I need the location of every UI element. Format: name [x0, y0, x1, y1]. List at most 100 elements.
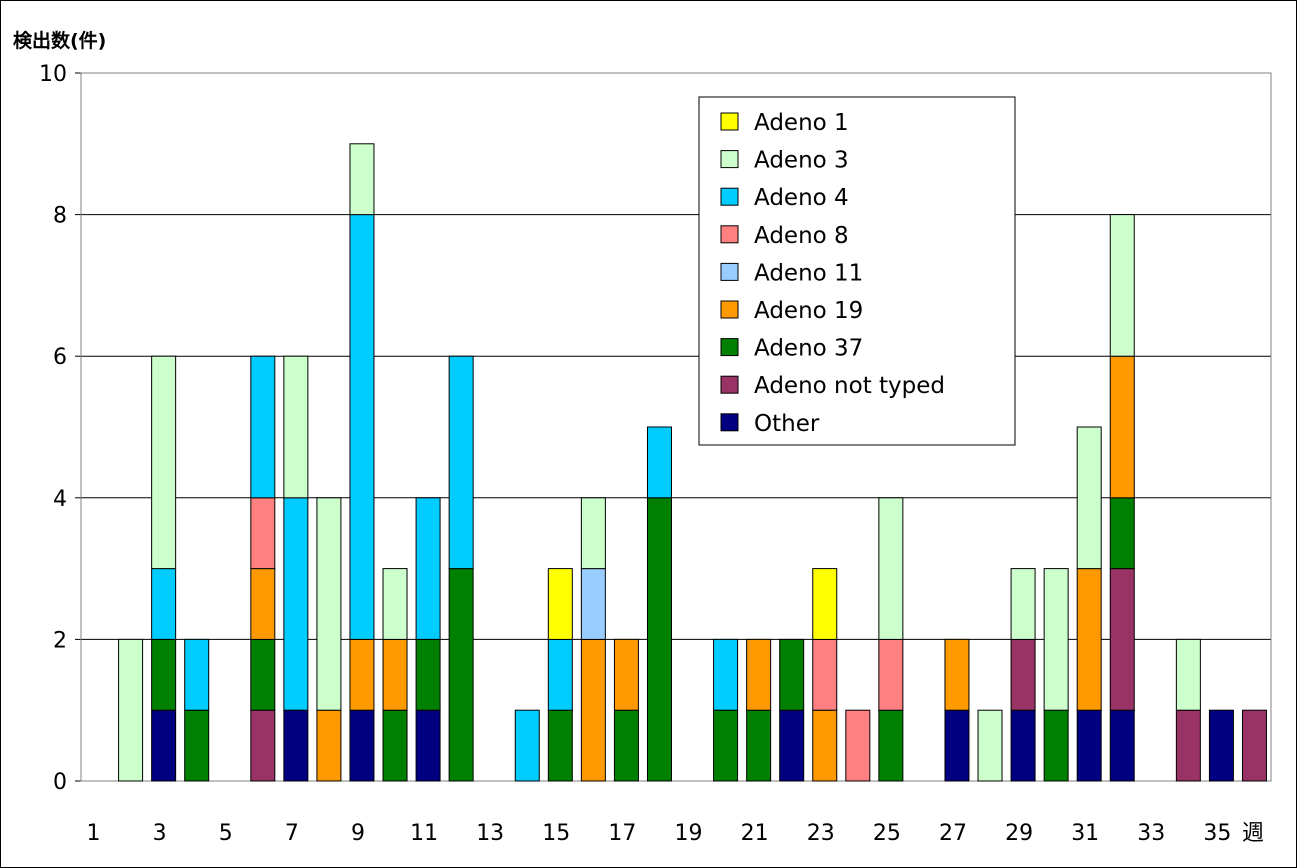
- bars: [118, 143, 1267, 782]
- bar-segment: [646, 426, 672, 499]
- legend-swatch: [720, 187, 739, 206]
- y-tick-label: 4: [53, 487, 67, 512]
- bar-segment: [1109, 355, 1135, 499]
- bar-segment: [1010, 638, 1036, 711]
- bar-segment: [812, 638, 838, 711]
- bar-segment: [349, 638, 375, 711]
- x-tick-label: 25: [873, 821, 901, 846]
- bar-segment: [316, 497, 342, 711]
- legend-label: Adeno 1: [754, 110, 849, 136]
- x-tick-label: 11: [410, 821, 438, 846]
- bar-segment: [779, 709, 805, 782]
- legend-label: Adeno 3: [754, 148, 849, 174]
- x-tick-label: 27: [939, 821, 967, 846]
- bar-segment: [580, 638, 606, 782]
- y-tick-labels: 0 2 4 6 8 10: [39, 62, 67, 795]
- bar-segment: [415, 638, 441, 711]
- bar-segment: [349, 143, 375, 216]
- bar-segment: [250, 497, 276, 570]
- y-axis-label: 検出数(件): [13, 29, 106, 52]
- bar-segment: [1109, 709, 1135, 782]
- legend-label: Adeno not typed: [754, 373, 945, 399]
- bar-segment: [944, 709, 970, 782]
- bar-segment: [580, 568, 606, 640]
- bar-segment: [878, 497, 904, 640]
- y-tick-label: 6: [53, 345, 67, 370]
- bar-segment: [415, 709, 441, 782]
- bar-segment: [613, 638, 639, 711]
- bar-segment: [547, 568, 573, 640]
- legend-swatch: [720, 338, 739, 357]
- legend-label: Adeno 4: [754, 185, 849, 211]
- bar-segment: [382, 568, 408, 640]
- bar-segment: [1076, 426, 1102, 570]
- legend-box: [698, 96, 1016, 446]
- bar-segment: [184, 638, 210, 711]
- x-tick-label: 17: [608, 821, 636, 846]
- legend-swatch: [720, 375, 739, 394]
- legend-swatch: [720, 413, 739, 432]
- bar-segment: [1109, 497, 1135, 570]
- x-tick-label: 13: [476, 821, 504, 846]
- x-tick-label: 19: [675, 821, 703, 846]
- bar-segment: [977, 709, 1003, 782]
- bar-segment: [1208, 709, 1234, 782]
- bar-segment: [1076, 568, 1102, 711]
- bar-segment: [184, 709, 210, 782]
- legend-label: Adeno 37: [754, 336, 863, 362]
- y-tick-label: 0: [53, 770, 67, 795]
- bar-segment: [250, 638, 276, 711]
- bar-segment: [250, 355, 276, 499]
- bar-segment: [713, 709, 739, 782]
- bar-segment: [283, 355, 309, 499]
- bar-segment: [382, 638, 408, 711]
- legend-swatch: [720, 262, 739, 281]
- legend-label: Adeno 11: [754, 260, 863, 286]
- bar-segment: [1010, 709, 1036, 782]
- x-tick-label: 3: [153, 821, 167, 846]
- x-tick-label: 29: [1005, 821, 1033, 846]
- gridlines: [75, 72, 1271, 782]
- legend-swatch: [720, 112, 739, 131]
- y-tick-label: 8: [53, 204, 67, 229]
- bar-segment: [151, 568, 177, 640]
- x-tick-label: 35: [1203, 821, 1231, 846]
- y-tick-label: 2: [53, 628, 67, 653]
- bar-segment: [415, 497, 441, 640]
- bar-segment: [580, 497, 606, 570]
- x-tick-label: 15: [542, 821, 570, 846]
- bar-segment: [646, 497, 672, 782]
- bar-segment: [316, 709, 342, 782]
- x-tick-label: 31: [1071, 821, 1099, 846]
- bar-segment: [812, 568, 838, 640]
- bar-segment: [448, 568, 474, 782]
- x-axis-label: 週: [1242, 821, 1264, 846]
- x-tick-label: 1: [87, 821, 101, 846]
- bar-segment: [845, 709, 871, 782]
- x-tick-labels: 1 3 5 7 9 11 13 15 17 19 21 23 25 27 29 31 33 35: [87, 821, 1232, 846]
- bar-segment: [1175, 709, 1201, 782]
- bar-segment: [1010, 568, 1036, 640]
- bar-segment: [1109, 568, 1135, 711]
- bar-segment: [514, 709, 540, 782]
- legend-swatch: [720, 300, 739, 319]
- bar-segment: [713, 638, 739, 711]
- bar-segment: [779, 638, 805, 711]
- bar-segment: [1043, 568, 1069, 711]
- bar-segment: [382, 709, 408, 782]
- legend-swatch: [720, 225, 739, 244]
- bar-segment: [283, 497, 309, 711]
- bar-segment: [613, 709, 639, 782]
- x-tick-label: 9: [351, 821, 365, 846]
- bar-segment: [151, 709, 177, 782]
- bar-segment: [151, 638, 177, 711]
- bar-segment: [944, 638, 970, 711]
- bar-segment: [1043, 709, 1069, 782]
- bar-segment: [151, 355, 177, 570]
- x-tick-label: 21: [741, 821, 769, 846]
- bar-segment: [746, 709, 772, 782]
- bar-segment: [283, 709, 309, 782]
- bar-segment: [1241, 709, 1267, 782]
